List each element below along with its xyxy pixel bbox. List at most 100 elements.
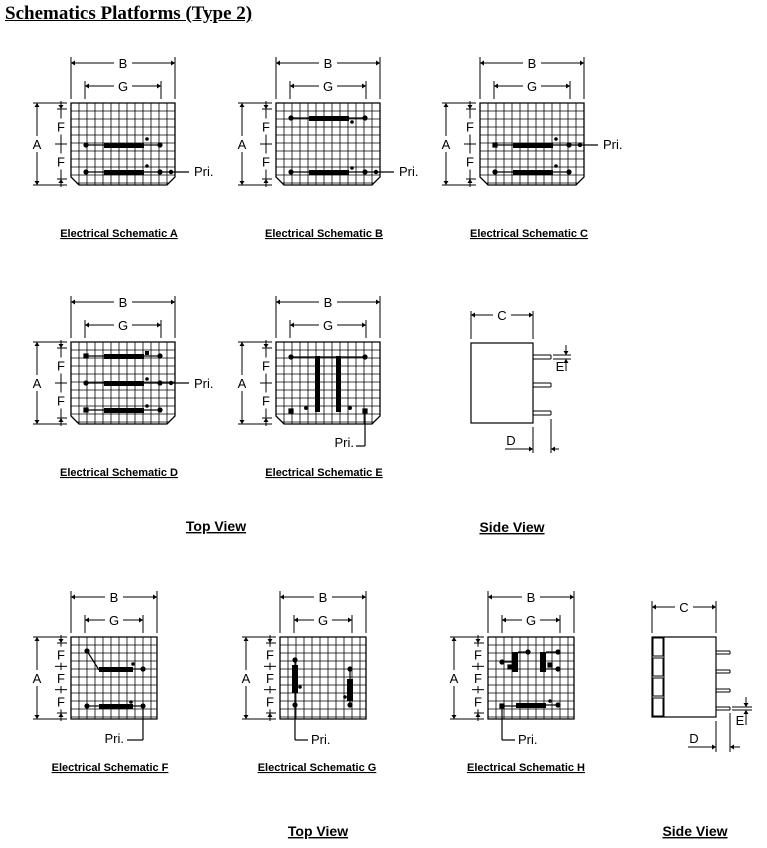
schematic-e: BG AF F Pri.	[235, 294, 381, 450]
dimension-label: B	[324, 295, 333, 310]
dimension-arrowhead	[267, 713, 273, 717]
schematic-c: BG AF F Pri.	[439, 55, 623, 187]
pin-dot	[362, 354, 368, 360]
schematic-b: BG AF F Pri.	[235, 55, 419, 187]
dimension-arrowhead	[743, 703, 749, 707]
schematic-d: BG AF F Pri.	[30, 294, 214, 426]
pin-square	[83, 353, 89, 359]
dimension-label-f: F	[474, 671, 482, 686]
dimension-arrowhead	[451, 715, 457, 719]
page-title: Schematics Platforms (Type 2)	[5, 3, 253, 24]
dimension-arrowhead	[85, 83, 89, 89]
dimension-arrowhead	[730, 744, 734, 750]
dimension-label-f: F	[266, 671, 274, 686]
dimension-arrowhead	[467, 105, 473, 109]
grid-outline	[279, 636, 367, 720]
pin-dot	[492, 169, 498, 175]
pin-dot	[555, 702, 561, 708]
dimension-label: G	[323, 79, 333, 94]
dimension-arrowhead	[563, 351, 569, 355]
winding-bar	[104, 143, 144, 148]
schematic-caption-d: Electrical Schematic D	[60, 467, 178, 479]
dimension-arrowhead	[294, 617, 298, 623]
pin-dot	[350, 166, 354, 170]
dimension-arrowhead	[85, 617, 89, 623]
dimension-arrowhead	[556, 617, 560, 623]
dimension-arrowhead	[58, 418, 64, 422]
dimension-label-f: F	[262, 120, 270, 135]
pin-dot	[288, 169, 294, 175]
dimension-label-f: F	[262, 359, 270, 374]
pin-dot	[168, 380, 174, 386]
dimension-label-f: F	[57, 694, 65, 709]
dimension-label-f: F	[57, 671, 65, 686]
pin-dot	[548, 699, 552, 703]
dimension-arrowhead	[267, 639, 273, 643]
winding-bar	[513, 143, 553, 148]
dimension-label: A	[238, 376, 247, 391]
dimension-arrowhead	[276, 299, 280, 305]
dimension-label: G	[323, 318, 333, 333]
pin-dot	[362, 115, 368, 121]
dimension-arrowhead	[243, 637, 249, 641]
pin-dot	[348, 406, 352, 410]
dimension-arrowhead	[570, 594, 574, 600]
dimension-arrowhead	[34, 637, 40, 641]
winding-bar	[513, 170, 553, 175]
schematic-caption-e: Electrical Schematic E	[265, 467, 382, 479]
polarity-mark	[145, 351, 149, 355]
pin-dot	[157, 353, 163, 359]
schematic-a: BG AF F Pri.	[30, 55, 214, 187]
dimension-arrowhead	[467, 179, 473, 183]
pin-dot	[145, 164, 149, 168]
dimension-label: B	[527, 590, 536, 605]
dimension-label-f: F	[266, 648, 274, 663]
pin-dot	[145, 137, 149, 141]
pin-dot	[131, 662, 135, 666]
dimension-label: G	[109, 613, 119, 628]
side-bobbin-flange	[652, 657, 664, 677]
dimension-label-f: F	[474, 694, 482, 709]
winding-bar	[540, 652, 546, 672]
dimension-arrowhead	[443, 181, 449, 185]
pin-dot	[83, 380, 89, 386]
dimension-arrowhead	[652, 604, 656, 610]
side-view-body	[651, 636, 717, 718]
pin-dot	[350, 120, 354, 124]
dimension-arrowhead	[263, 179, 269, 183]
dimension-arrowhead	[34, 103, 40, 107]
dimension-label: A	[238, 137, 247, 152]
pin-dot	[555, 649, 561, 655]
dimension-arrowhead	[263, 344, 269, 348]
side-view-2: C E D	[651, 599, 752, 752]
dimension-arrowhead	[712, 604, 716, 610]
dimension-arrowhead	[71, 60, 75, 66]
winding-bar	[516, 703, 546, 708]
dimension-arrowhead	[290, 322, 294, 328]
side-view-label-2: Side View	[662, 823, 727, 839]
dimension-arrowhead	[529, 312, 533, 318]
dimension-arrowhead	[280, 594, 284, 600]
dimension-label: A	[33, 137, 42, 152]
pin-dot	[157, 407, 163, 413]
dimension-arrowhead	[712, 744, 716, 750]
pin-dot	[83, 142, 89, 148]
dimension-arrowhead	[239, 103, 245, 107]
dimension-arrowhead	[139, 617, 143, 623]
pin-dot	[554, 164, 558, 168]
pin-dot	[298, 685, 302, 689]
pri-label: Pri.	[399, 164, 419, 179]
pin-dot	[566, 169, 572, 175]
dimension-label-f: F	[57, 648, 65, 663]
schematic-caption-f: Electrical Schematic F	[52, 762, 169, 774]
pin-dot	[362, 169, 368, 175]
dimension-label: C	[679, 600, 688, 615]
dimension-arrowhead	[34, 420, 40, 424]
schematic-caption-c: Electrical Schematic C	[470, 228, 588, 240]
schematic-caption-h: Electrical Schematic H	[467, 762, 585, 774]
dimension-arrowhead	[58, 639, 64, 643]
dimension-arrowhead	[263, 418, 269, 422]
schematic-caption-g: Electrical Schematic G	[258, 762, 377, 774]
dimension-arrowhead	[494, 83, 498, 89]
